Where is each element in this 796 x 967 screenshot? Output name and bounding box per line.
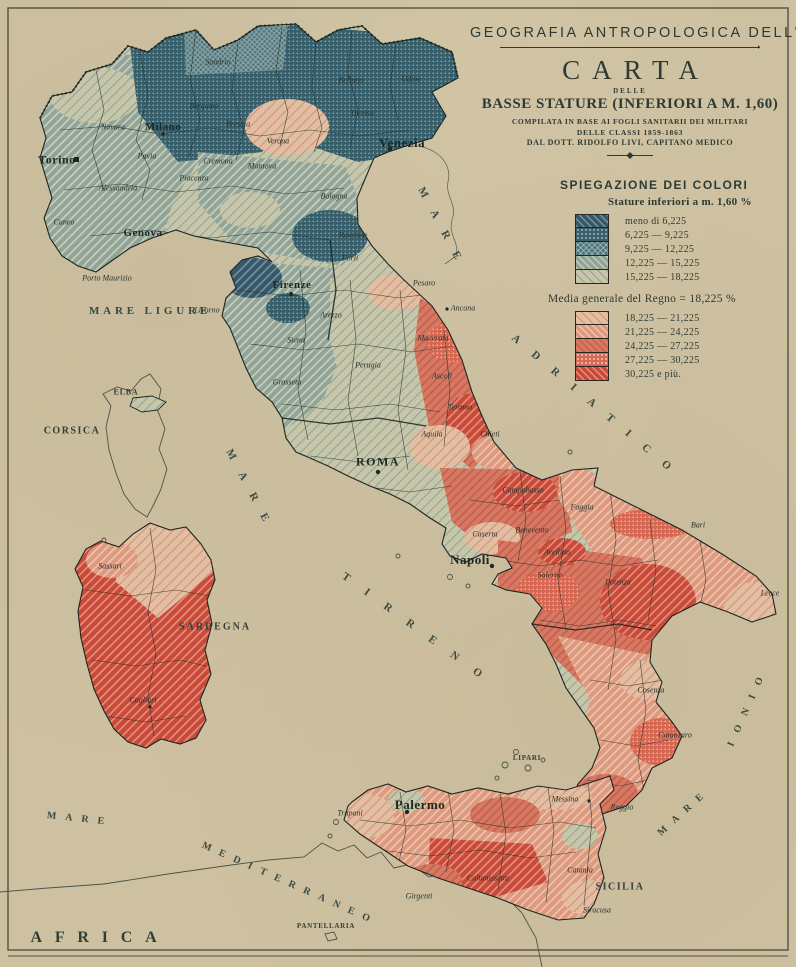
- legend-label: 27,225 — 30,225: [625, 354, 700, 366]
- province-borders: [359, 781, 597, 907]
- region-patch: [620, 660, 680, 700]
- region-patch: [538, 538, 586, 566]
- province-borders: [85, 527, 211, 737]
- legend-swatch: [575, 256, 609, 270]
- region-patch: [368, 274, 428, 310]
- region-patch: [388, 788, 424, 812]
- legend-row: 18,225 — 21,225: [548, 311, 794, 325]
- region-patch: [630, 718, 694, 766]
- legend-row: 27,225 — 30,225: [548, 353, 794, 367]
- legend-swatch: [575, 325, 609, 339]
- legend-group-above-average: 18,225 — 21,225 21,225 — 24,225 24,225 —…: [548, 311, 794, 381]
- page-subtitle: BASSE STATURE (INFERIORI A M. 1,60): [481, 95, 779, 112]
- region-patch: [245, 99, 329, 155]
- region-patch: [724, 582, 776, 630]
- region-patch: [266, 293, 310, 323]
- alpine-border-dotted: [39, 22, 459, 119]
- legend-label: 9,225 — 12,225: [625, 243, 695, 255]
- page-title: CARTA: [562, 55, 710, 86]
- legend: SPIEGAZIONE DEI COLORI Stature inferiori…: [548, 178, 794, 381]
- title-flourish-2: [607, 154, 653, 156]
- title-note-1: COMPILATA IN BASE AI FOGLI SANITARII DEI…: [511, 116, 749, 126]
- legend-row: 24,225 — 27,225: [548, 339, 794, 353]
- region-patch: [208, 258, 352, 432]
- title-delle: DELLE: [613, 86, 647, 95]
- region-patch: [148, 236, 212, 268]
- title-note-3: DAL DOTT. RIDOLFO LIVI, CAPITANO MEDICO: [526, 138, 734, 148]
- legend-label: 18,225 — 21,225: [625, 312, 700, 324]
- legend-title: SPIEGAZIONE DEI COLORI: [560, 178, 749, 192]
- legend-row: 21,225 — 24,225: [548, 325, 794, 339]
- region-patch: [470, 797, 540, 833]
- region-patch: [520, 782, 592, 810]
- legend-swatch: [575, 353, 609, 367]
- map-frame: [7, 7, 789, 957]
- region-patch: [410, 425, 470, 469]
- legend-row: 9,225 — 12,225: [548, 242, 794, 256]
- region-patch: [562, 823, 598, 849]
- region-patch: [402, 864, 462, 900]
- legend-group-below-average: meno di 6,225 6,225 — 9,225 9,225 — 12,2…: [548, 214, 794, 284]
- region-patch: [472, 434, 524, 470]
- title-block: GEOGRAFIA ANTROPOLOGICA DELL'ITALIA CART…: [470, 25, 796, 156]
- legend-label: 15,225 — 18,225: [625, 271, 700, 283]
- small-islands: [101, 449, 573, 942]
- region-patch: [220, 192, 280, 228]
- legend-subtitle: Stature inferiori a m. 1,60 %: [608, 196, 752, 208]
- legend-swatch: [575, 311, 609, 325]
- region-patch: [344, 794, 394, 838]
- region-patch: [516, 572, 580, 612]
- legend-swatch: [575, 242, 609, 256]
- legend-label: 12,225 — 15,225: [625, 257, 700, 269]
- series-title: GEOGRAFIA ANTROPOLOGICA DELL'ITALIA: [470, 25, 796, 41]
- region-patch: [562, 880, 614, 916]
- legend-label: 21,225 — 24,225: [625, 326, 700, 338]
- sardegna: [75, 523, 215, 748]
- region-patch: [493, 472, 557, 512]
- legend-swatch: [575, 270, 609, 284]
- province-borders: [59, 27, 707, 796]
- region-patch: [426, 322, 478, 362]
- legend-swatch: [575, 367, 609, 381]
- sicilia-coastline: [343, 775, 615, 921]
- title-note-2: DELLE CLASSI 1859-1863: [576, 127, 684, 137]
- legend-swatch: [575, 214, 609, 228]
- title-flourish: [500, 45, 760, 50]
- sardegna-coastline: [74, 522, 216, 749]
- region-patch: [86, 542, 138, 578]
- legend-label: 6,225 — 9,225: [625, 229, 689, 241]
- legend-swatch: [575, 339, 609, 353]
- legend-row: 12,225 — 15,225: [548, 256, 794, 270]
- legend-row: 30,225 e più.: [548, 367, 794, 381]
- region-patch: [222, 258, 282, 298]
- corsica-outline: [102, 373, 168, 518]
- legend-midline: Media generale del Regno = 18,225 %: [548, 293, 736, 305]
- region-patch: [330, 278, 444, 442]
- legend-swatch: [575, 228, 609, 242]
- region-patch: [292, 210, 368, 262]
- legend-row: meno di 6,225: [548, 214, 794, 228]
- region-patch: [558, 458, 776, 642]
- legend-row: 6,225 — 9,225: [548, 228, 794, 242]
- sicilia: [344, 776, 614, 920]
- region-patch: [50, 67, 140, 123]
- elba-island: [129, 395, 167, 413]
- legend-label: 30,225 e più.: [625, 368, 682, 380]
- city-markers: [74, 132, 591, 815]
- istria-outline: [417, 145, 458, 265]
- legend-label: meno di 6,225: [625, 215, 687, 227]
- legend-row: 15,225 — 18,225: [548, 270, 794, 284]
- legend-label: 24,225 — 27,225: [625, 340, 700, 352]
- region-patch: [116, 523, 213, 618]
